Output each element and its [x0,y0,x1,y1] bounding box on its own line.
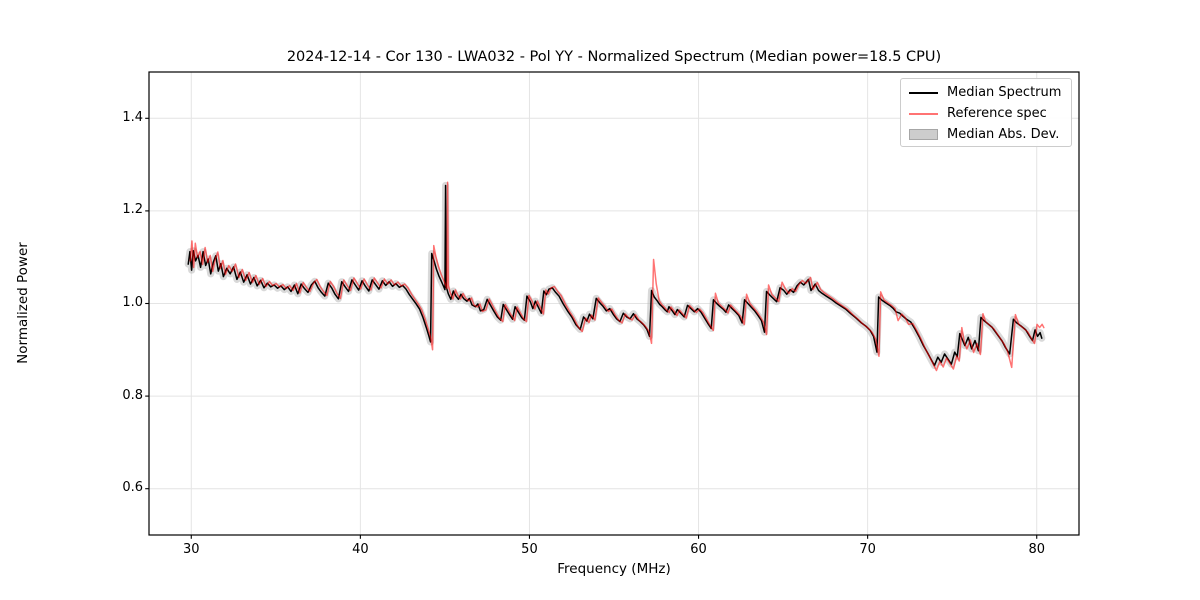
median-spectrum-line [187,184,1043,367]
legend-label: Reference spec [947,106,1047,121]
y-tick-label: 0.6 [122,480,143,496]
reference-spec-line-swatch [909,112,938,115]
y-tick-label: 1.4 [122,109,143,125]
median-abs-dev-band [184,181,1046,370]
median-spectrum-line-swatch [909,91,938,94]
reference-spec-line [189,181,1045,372]
x-tick-label: 80 [1028,542,1045,557]
x-tick-label: 60 [690,542,707,557]
x-tick-label: 50 [521,542,538,557]
y-tick-label: 0.8 [122,387,143,403]
x-tick-label: 30 [182,542,200,557]
legend-label: Median Abs. Dev. [947,127,1060,142]
legend-label: Median Spectrum [947,85,1062,100]
legend-item-median-spectrum: Median Spectrum [901,82,1071,103]
y-tick-label: 1.0 [122,295,143,310]
x-axis-label: Frequency (MHz) [557,561,671,577]
y-axis-label: Normalized Power [15,242,31,364]
legend-item-reference-spec: Reference spec [901,103,1071,124]
chart-title: 2024-12-14 - Cor 130 - LWA032 - Pol YY -… [286,49,942,65]
y-tick-label: 1.2 [122,202,143,218]
median-abs-dev-patch-swatch [909,129,938,140]
x-tick-label: 40 [352,542,369,557]
legend-item-median-abs-dev: Median Abs. Dev. [901,124,1071,145]
legend-box: Median Spectrum Reference spec Median Ab… [900,78,1072,147]
x-tick-label: 70 [859,542,876,557]
